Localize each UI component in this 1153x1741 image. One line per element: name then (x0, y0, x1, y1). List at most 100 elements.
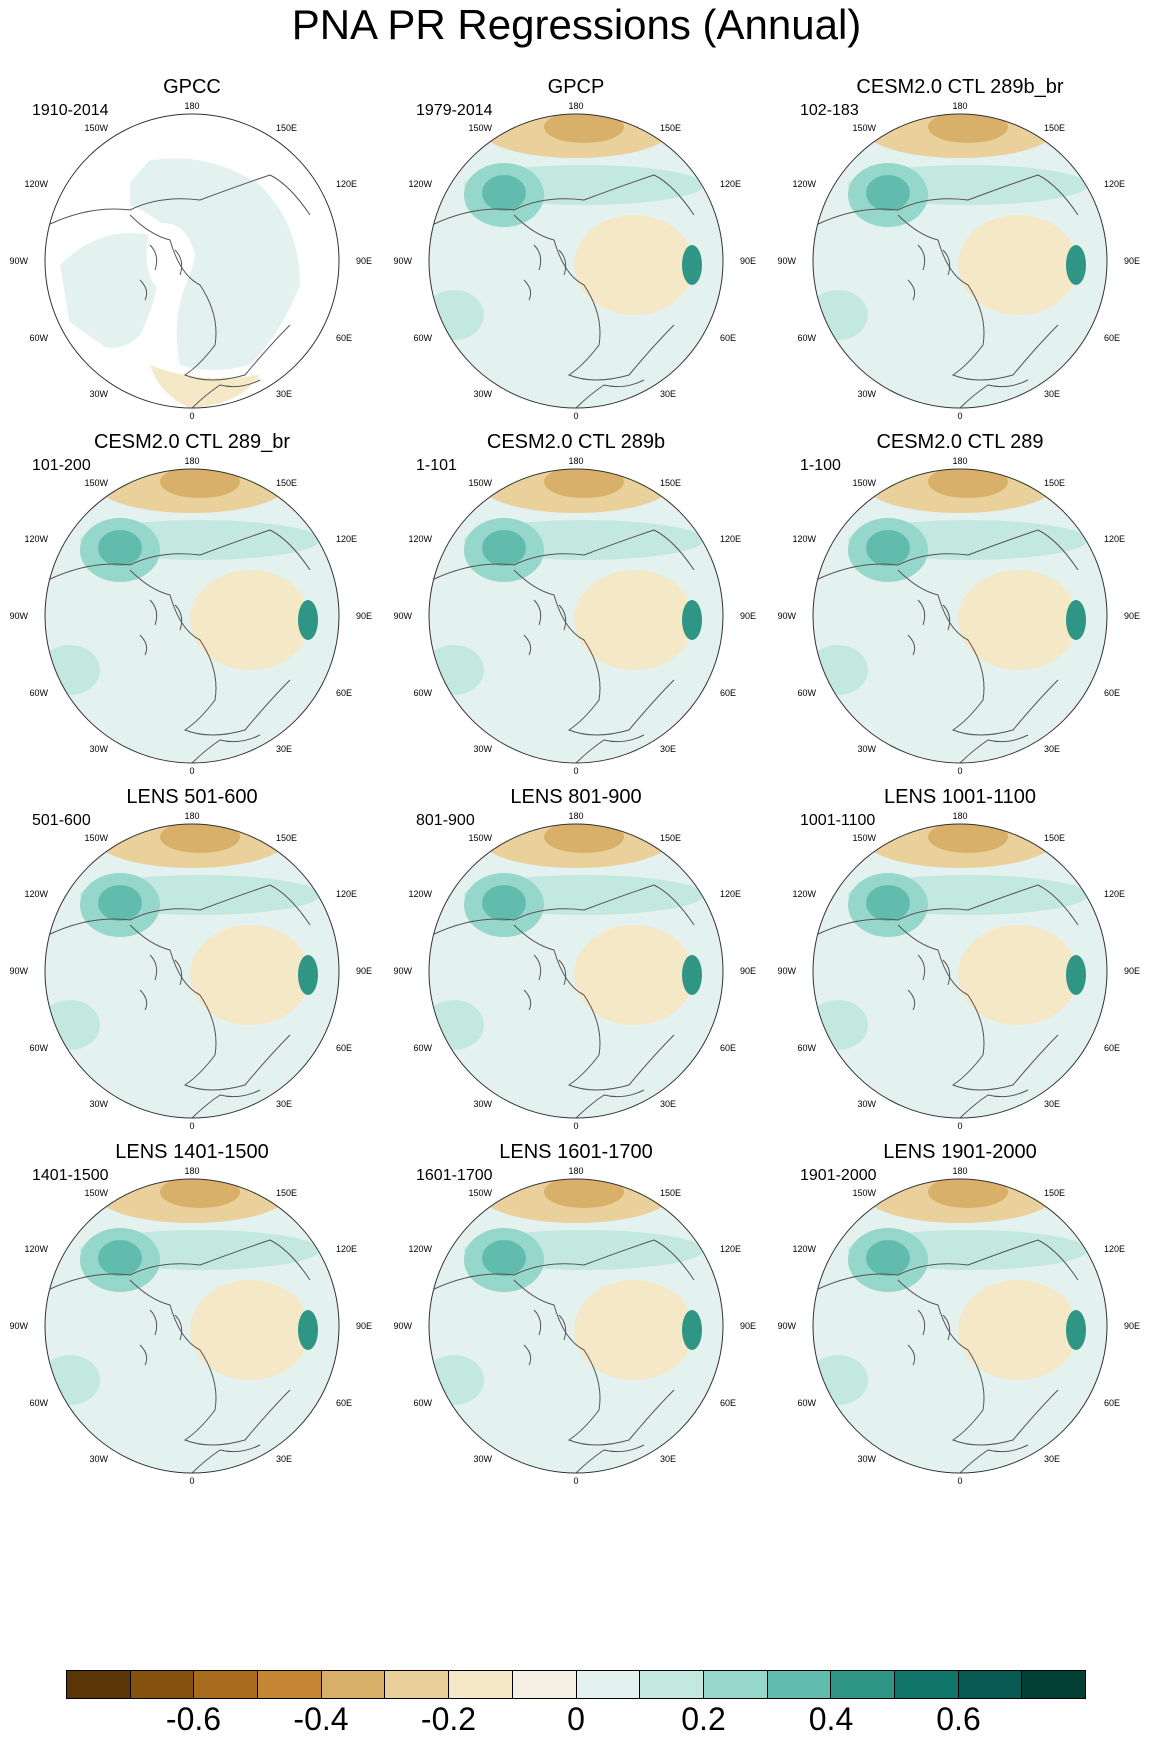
precip-anomaly (298, 955, 318, 995)
longitude-label: 150E (1044, 478, 1065, 488)
colorbar-tick-label: -0.6 (165, 1701, 222, 1737)
longitude-label: 150W (84, 1188, 108, 1198)
map-panel: CESM2.0 CTL 289b 1-101 180 150E 120E 90E 60E… (384, 430, 768, 825)
map-panel: LENS 1401-1500 1401-1500 180 150E 120E 90E 6… (0, 1140, 384, 1535)
longitude-label: 30W (857, 1099, 876, 1109)
precip-anomaly (429, 1000, 484, 1050)
period-label: 1979-2014 (416, 102, 493, 119)
panel-title: GPCC (163, 76, 221, 98)
longitude-label: 150E (660, 1188, 681, 1198)
longitude-label: 60W (29, 1043, 48, 1053)
coastline (907, 954, 951, 1011)
longitude-label: 120E (720, 889, 741, 899)
coastline (513, 924, 675, 1091)
longitude-label: 180 (568, 1166, 583, 1176)
precip-anomaly (504, 705, 664, 755)
longitude-label: 90E (1124, 1321, 1140, 1331)
longitude-label: 120W (792, 534, 816, 544)
longitude-label: 90W (9, 611, 28, 621)
precip-anomaly (682, 1310, 702, 1350)
map-panel: CESM2.0 CTL 289_br 101-200 180 150E 120E 90… (0, 430, 384, 825)
precip-anomaly (866, 530, 910, 566)
precip-anomaly (1066, 245, 1086, 285)
longitude-label: 30W (857, 389, 876, 399)
map-panel: GPCC 1910-2014 180 150E 120E 90E 60E 30E 0 30W 6… (0, 75, 384, 470)
map-boundary (812, 1178, 1108, 1474)
longitude-label: 60E (720, 1398, 736, 1408)
precip-anomaly (482, 175, 526, 211)
longitude-label: 90E (740, 256, 756, 266)
coastline (907, 244, 951, 301)
precip-anomaly (928, 114, 1008, 143)
map-panel: LENS 1601-1700 1601-1700 180 150E 120E 90E 6… (384, 1140, 768, 1535)
longitude-label: 90E (356, 966, 372, 976)
coastline (47, 529, 311, 581)
coastline (129, 924, 291, 1091)
panel-title: LENS 1601-1700 (499, 1141, 653, 1163)
longitude-label: 90E (740, 1321, 756, 1331)
longitude-label: 60W (29, 1398, 48, 1408)
longitude-label: 120W (24, 534, 48, 544)
longitude-label: 120E (720, 1244, 741, 1254)
period-label: 101-200 (32, 457, 91, 474)
longitude-label: 30E (660, 389, 676, 399)
longitude-label: 150W (468, 833, 492, 843)
longitude-label: 60E (720, 333, 736, 343)
longitude-label: 150E (276, 478, 297, 488)
map-panel: LENS 801-900 801-900 180 150E 120E 90E 60E 30… (384, 785, 768, 1180)
longitude-label: 150W (468, 123, 492, 133)
precip-anomaly (120, 705, 280, 755)
longitude-label: 60E (1104, 688, 1120, 698)
precip-anomaly (429, 290, 484, 340)
colorbar-swatch (385, 1671, 450, 1698)
coastline (513, 569, 675, 736)
coastline (189, 1089, 261, 1118)
precip-anomaly (98, 1240, 142, 1276)
longitude-label: 0 (573, 411, 578, 421)
period-label: 1001-1100 (800, 812, 876, 829)
longitude-label: 180 (952, 456, 967, 466)
longitude-label: 90E (1124, 611, 1140, 621)
longitude-label: 60E (336, 1398, 352, 1408)
longitude-label: 150W (468, 1188, 492, 1198)
coastline (897, 569, 1059, 736)
longitude-label: 150W (84, 833, 108, 843)
longitude-label: 60E (1104, 1398, 1120, 1408)
longitude-label: 30W (473, 744, 492, 754)
period-label: 1910-2014 (32, 102, 109, 119)
precip-anomaly (682, 245, 702, 285)
longitude-label: 150E (1044, 123, 1065, 133)
longitude-label: 90W (393, 966, 412, 976)
colorbar (66, 1670, 1086, 1699)
panel-title: LENS 1401-1500 (115, 1141, 269, 1163)
precip-anomaly (888, 705, 1048, 755)
coastline (139, 1309, 183, 1366)
longitude-label: 30W (473, 1454, 492, 1464)
precip-anomaly (888, 1060, 1048, 1110)
map-boundary (812, 113, 1108, 409)
panel-title: CESM2.0 CTL 289b (486, 431, 666, 453)
coastline (431, 1239, 695, 1291)
precip-anomaly (928, 1179, 1008, 1208)
longitude-label: 0 (189, 1121, 194, 1131)
colorbar-swatch (958, 1671, 1023, 1698)
longitude-label: 60W (413, 1043, 432, 1053)
longitude-label: 120W (24, 889, 48, 899)
period-label: 1401-1500 (32, 1167, 109, 1184)
precip-anomaly (504, 1060, 664, 1110)
map-boundary (44, 823, 340, 1119)
map-panel: LENS 1901-2000 1901-2000 180 150E 120E 90E 6… (768, 1140, 1152, 1535)
colorbar-swatch (194, 1671, 259, 1698)
coastline (523, 244, 567, 301)
period-label: 1-100 (800, 457, 841, 474)
colorbar-swatch (767, 1671, 832, 1698)
panel-title: CESM2.0 CTL 289b_br (856, 76, 1064, 98)
precip-anomaly (544, 114, 624, 143)
longitude-label: 120W (24, 1244, 48, 1254)
precip-anomaly (813, 1000, 868, 1050)
map-boundary (812, 468, 1108, 764)
colorbar-swatch (512, 1671, 577, 1698)
precip-anomaly (60, 233, 158, 348)
longitude-label: 30E (660, 744, 676, 754)
data-gap (45, 135, 170, 233)
